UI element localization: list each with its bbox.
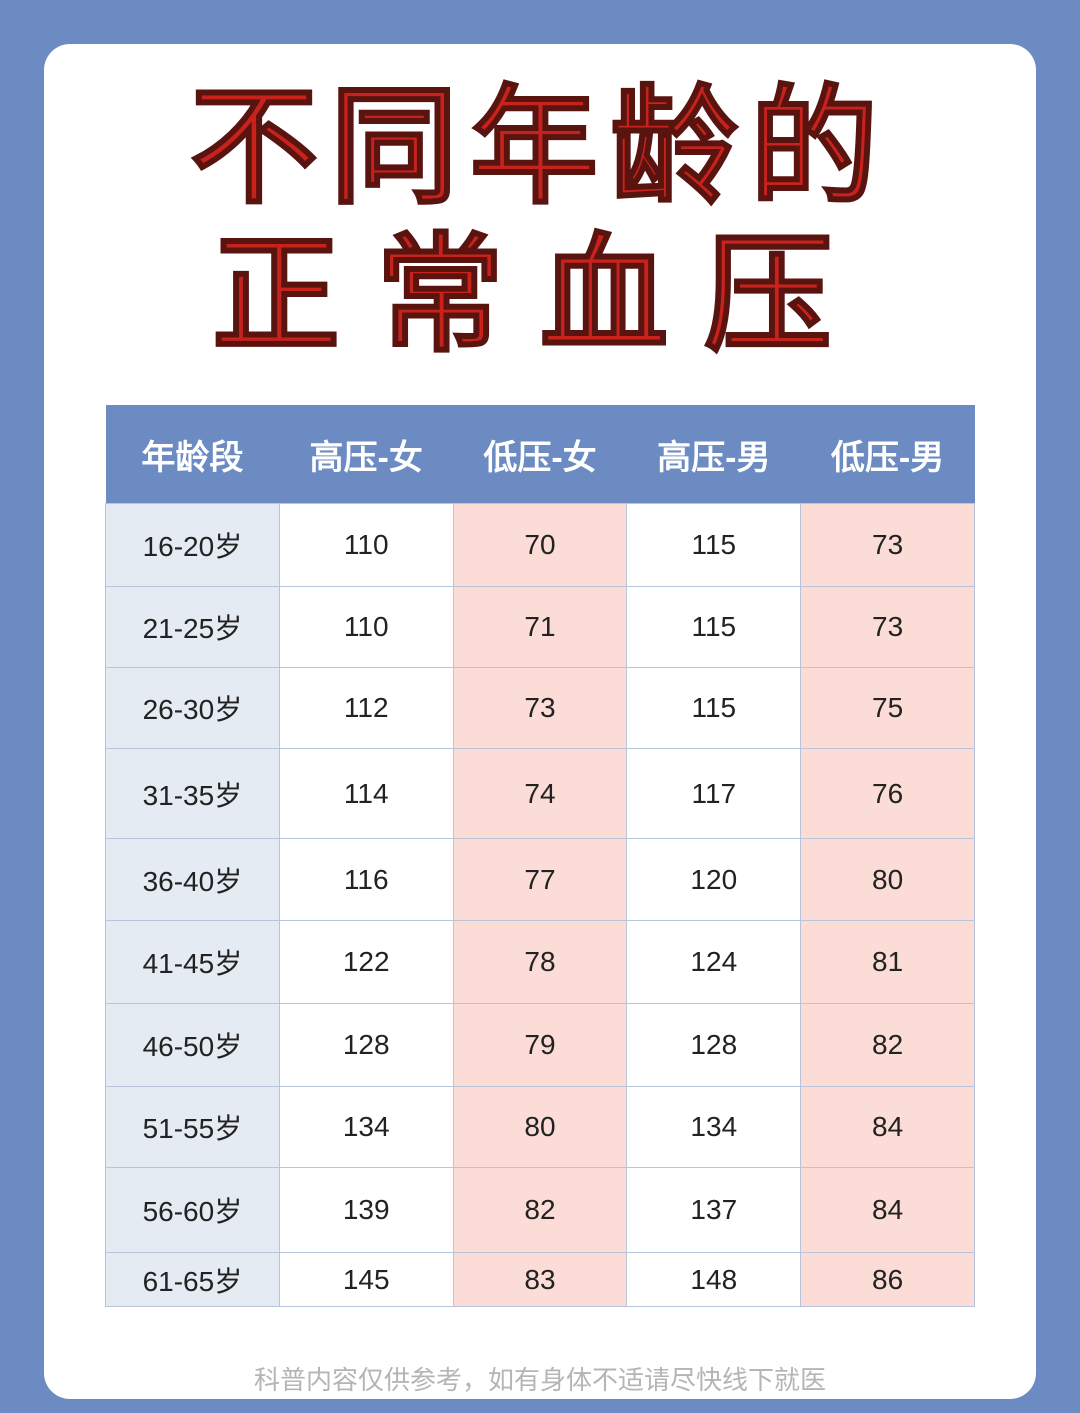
male-systolic-cell: 120 (626, 838, 802, 921)
age-cell: 46-50岁 (105, 1003, 280, 1087)
female-diastolic-cell: 83 (452, 1252, 628, 1307)
blood-pressure-table: 年龄段 高压-女 低压-女 高压-男 低压-男 16-20岁 110 70 115 73… (105, 405, 975, 1307)
male-diastolic-cell: 81 (800, 920, 975, 1004)
title-line-1: 不同年龄的 (189, 76, 890, 219)
male-diastolic-cell: 80 (800, 838, 975, 921)
female-systolic-cell: 110 (278, 586, 454, 668)
male-diastolic-cell: 86 (800, 1252, 975, 1307)
age-cell: 51-55岁 (105, 1086, 280, 1168)
age-cell: 56-60岁 (105, 1167, 280, 1253)
female-systolic-cell: 112 (278, 667, 454, 749)
age-cell: 61-65岁 (105, 1252, 280, 1307)
table-row: 61-65岁 145 83 148 86 (105, 1252, 975, 1307)
female-diastolic-cell: 73 (452, 667, 628, 749)
male-systolic-cell: 115 (626, 586, 802, 668)
male-systolic-cell: 115 (626, 503, 802, 587)
table-header-row: 年龄段 高压-女 低压-女 高压-男 低压-男 (105, 405, 975, 504)
male-systolic-cell: 134 (626, 1086, 802, 1168)
male-diastolic-cell: 75 (800, 667, 975, 749)
female-systolic-cell: 110 (278, 503, 454, 587)
male-diastolic-cell: 73 (800, 586, 975, 668)
age-cell: 21-25岁 (105, 586, 280, 668)
male-systolic-cell: 117 (626, 748, 802, 839)
table-row: 31-35岁 114 74 117 76 (105, 748, 975, 839)
male-diastolic-cell: 84 (800, 1167, 975, 1253)
header-male-systolic: 高压-男 (626, 405, 801, 504)
table-row: 41-45岁 122 78 124 81 (105, 920, 975, 1004)
male-diastolic-cell: 82 (800, 1003, 975, 1087)
female-diastolic-cell: 74 (452, 748, 628, 839)
male-diastolic-cell: 76 (800, 748, 975, 839)
female-diastolic-cell: 79 (452, 1003, 628, 1087)
male-systolic-cell: 115 (626, 667, 802, 749)
female-diastolic-cell: 78 (452, 920, 628, 1004)
age-cell: 31-35岁 (105, 748, 280, 839)
male-systolic-cell: 148 (626, 1252, 802, 1307)
female-diastolic-cell: 80 (452, 1086, 628, 1168)
table-row: 46-50岁 128 79 128 82 (105, 1003, 975, 1087)
header-female-systolic: 高压-女 (279, 405, 454, 504)
female-systolic-cell: 128 (278, 1003, 454, 1087)
male-diastolic-cell: 73 (800, 503, 975, 587)
disclaimer: 科普内容仅供参考，如有身体不适请尽快线下就医 (253, 1365, 826, 1395)
female-systolic-cell: 114 (278, 748, 454, 839)
female-diastolic-cell: 82 (452, 1167, 628, 1253)
female-diastolic-cell: 71 (452, 586, 628, 668)
female-diastolic-cell: 77 (452, 838, 628, 921)
header-male-diastolic: 低压-男 (800, 405, 975, 504)
female-systolic-cell: 122 (278, 920, 454, 1004)
female-systolic-cell: 116 (278, 838, 454, 921)
male-systolic-cell: 124 (626, 920, 802, 1004)
table-row: 36-40岁 116 77 120 80 (105, 838, 975, 921)
table-row: 56-60岁 139 82 137 84 (105, 1167, 975, 1253)
age-cell: 36-40岁 (105, 838, 280, 921)
female-systolic-cell: 145 (278, 1252, 454, 1307)
header-age: 年龄段 (105, 405, 280, 504)
age-cell: 41-45岁 (105, 920, 280, 1004)
male-systolic-cell: 137 (626, 1167, 802, 1253)
header-female-diastolic: 低压-女 (453, 405, 627, 504)
table-row: 26-30岁 112 73 115 75 (105, 667, 975, 749)
male-diastolic-cell: 84 (800, 1086, 975, 1168)
male-systolic-cell: 128 (626, 1003, 802, 1087)
female-diastolic-cell: 70 (452, 503, 628, 587)
title-line-2: 正常血压 (211, 224, 868, 367)
age-cell: 16-20岁 (105, 503, 280, 587)
table-row: 51-55岁 134 80 134 84 (105, 1086, 975, 1168)
table-row: 21-25岁 110 71 115 73 (105, 586, 975, 668)
female-systolic-cell: 139 (278, 1167, 454, 1253)
female-systolic-cell: 134 (278, 1086, 454, 1168)
age-cell: 26-30岁 (105, 667, 280, 749)
table-row: 16-20岁 110 70 115 73 (105, 503, 975, 587)
